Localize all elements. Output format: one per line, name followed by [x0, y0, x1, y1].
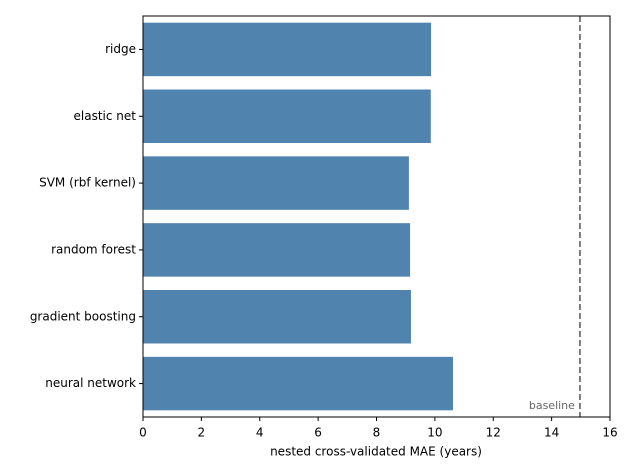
bar: [143, 156, 409, 210]
bar: [143, 22, 432, 77]
y-tick-label: random forest: [51, 242, 136, 256]
x-tick-label: 16: [602, 426, 617, 440]
x-tick-label: 0: [139, 426, 147, 440]
x-tick-label: 14: [544, 426, 559, 440]
bar: [143, 290, 411, 344]
y-tick-label: elastic net: [74, 109, 137, 123]
x-tick-label: 12: [486, 426, 501, 440]
y-tick-label: gradient boosting: [30, 309, 136, 323]
y-tick-label: ridge: [105, 42, 136, 56]
x-tick-label: 8: [373, 426, 381, 440]
x-tick-label: 2: [198, 426, 206, 440]
baseline-label: baseline: [529, 399, 575, 412]
bar: [143, 89, 431, 143]
bar: [143, 223, 411, 277]
bar: [143, 356, 453, 411]
y-tick-label: neural network: [45, 376, 136, 390]
y-tick-label: SVM (rbf kernel): [39, 176, 136, 190]
x-axis-label: nested cross-validated MAE (years): [270, 445, 482, 459]
plot-frame: [142, 15, 611, 418]
x-tick-label: 6: [314, 426, 322, 440]
x-tick-label: 4: [256, 426, 264, 440]
x-tick-label: 10: [427, 426, 442, 440]
